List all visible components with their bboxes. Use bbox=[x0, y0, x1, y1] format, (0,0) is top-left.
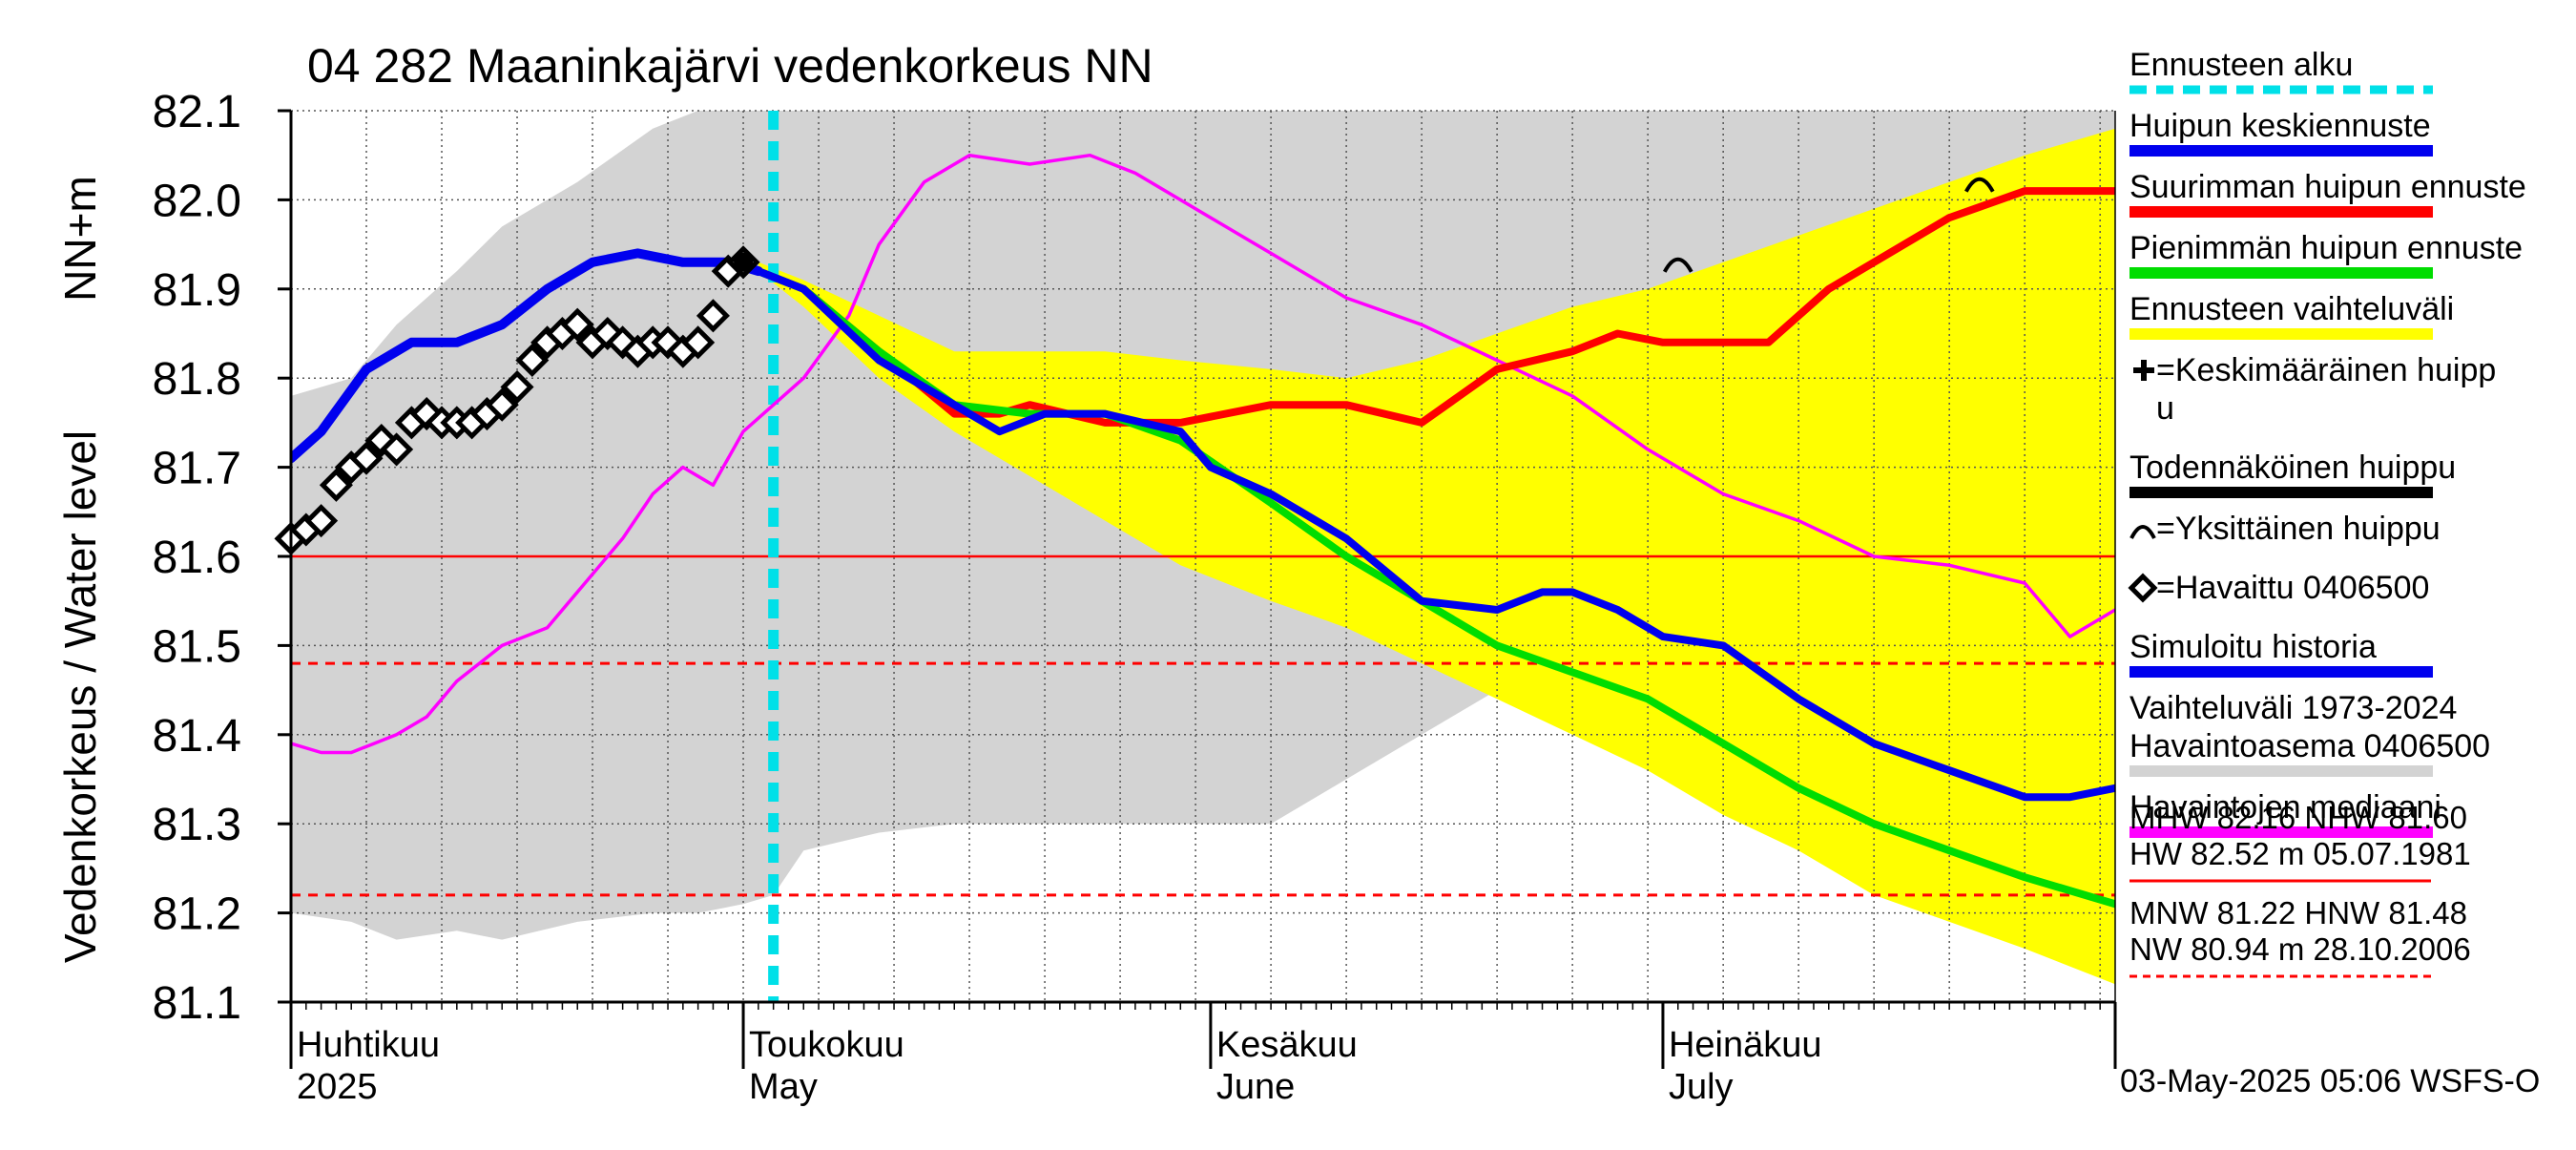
chart-title: 04 282 Maaninkajärvi vedenkorkeus NN bbox=[307, 39, 1153, 93]
legend-label-cont: u bbox=[2156, 390, 2174, 427]
observed-point bbox=[560, 307, 594, 342]
legend-plus-icon bbox=[2133, 360, 2154, 381]
observed-point bbox=[500, 370, 534, 405]
y-tick-label: 81.8 bbox=[153, 354, 241, 405]
series-line-0 bbox=[291, 153, 2115, 755]
y-tick-label: 81.9 bbox=[153, 265, 241, 316]
observed-point bbox=[319, 468, 353, 502]
x-month-label-en: 2025 bbox=[297, 1067, 378, 1107]
observed-point bbox=[409, 397, 444, 431]
legend-label: Ennusteen vaihteluväli bbox=[2129, 291, 2454, 327]
stats-line: NW 80.94 m 28.10.2006 bbox=[2129, 931, 2471, 967]
x-month-label-en: July bbox=[1669, 1067, 1734, 1107]
y-tick-label: 81.5 bbox=[153, 621, 241, 672]
footer-timestamp: 03-May-2025 05:06 WSFS-O bbox=[2120, 1063, 2540, 1099]
observed-point bbox=[515, 343, 550, 378]
legend-label: Vaihteluväli 1973-2024 bbox=[2129, 690, 2457, 726]
legend-label: Suurimman huipun ennuste bbox=[2129, 169, 2526, 205]
legend: Ennusteen alku Huipun keskiennuste Suurimm… bbox=[2128, 47, 2526, 978]
legend-label: Todennäköinen huippu bbox=[2129, 450, 2456, 486]
stats-line: MHW 82.16 NHW 81.60 bbox=[2129, 800, 2467, 835]
stats-line: HW 82.52 m 05.07.1981 bbox=[2129, 836, 2471, 871]
observed-point bbox=[591, 316, 625, 351]
legend-label-cont: Havaintoasema 0406500 bbox=[2129, 728, 2490, 764]
legend-label: Ennusteen alku bbox=[2129, 47, 2353, 83]
legend-label: Huipun keskiennuste bbox=[2129, 108, 2431, 144]
legend-label: =Keskimääräinen huipp bbox=[2156, 352, 2496, 388]
y-tick-label: 81.2 bbox=[153, 889, 241, 940]
observed-point bbox=[304, 504, 339, 538]
stats-line: MNW 81.22 HNW 81.48 bbox=[2129, 895, 2467, 930]
x-month-label-en: May bbox=[749, 1067, 818, 1107]
axes-layer: 82.1 82.0 81.9 81.8 81.7 81.6 81.5 81.4 81.3 81.2… bbox=[153, 87, 2117, 1107]
series-line-4 bbox=[291, 248, 763, 464]
y-tick-label: 81.4 bbox=[153, 711, 241, 762]
series-line-3 bbox=[754, 267, 2115, 802]
legend-label: Havaintojen mediaani bbox=[2129, 789, 2441, 826]
observed-point bbox=[380, 432, 414, 467]
y-tick-label: 81.3 bbox=[153, 800, 241, 850]
legend-diamond-icon bbox=[2128, 573, 2158, 603]
y-tick-label: 81.7 bbox=[153, 444, 241, 494]
single-peak-marker bbox=[1662, 257, 1693, 273]
legend-label: Pienimmän huipun ennuste bbox=[2129, 230, 2523, 266]
legend-label: =Yksittäinen huippu bbox=[2156, 511, 2441, 547]
y-axis-label-inner: NN+m bbox=[55, 176, 105, 302]
y-tick-label: 82.1 bbox=[153, 87, 241, 137]
legend-arc-icon bbox=[2129, 525, 2156, 539]
observed-peak-dot bbox=[734, 252, 754, 272]
legend-label: Simuloitu historia bbox=[2129, 629, 2377, 665]
observed-point bbox=[485, 387, 519, 422]
x-month-label-fi: Huhtikuu bbox=[297, 1025, 440, 1065]
legend-label: =Havaittu 0406500 bbox=[2156, 570, 2429, 606]
reference-lines-layer bbox=[291, 111, 2115, 1002]
observed-point bbox=[681, 325, 716, 360]
y-tick-label: 81.6 bbox=[153, 533, 241, 583]
x-month-label-en: June bbox=[1216, 1067, 1295, 1107]
x-month-label-fi: Kesäkuu bbox=[1216, 1025, 1358, 1065]
observed-point bbox=[364, 424, 399, 458]
y-tick-label: 82.0 bbox=[153, 176, 241, 226]
single-peak-marker bbox=[1964, 177, 1995, 193]
observed-point bbox=[349, 441, 384, 475]
y-axis-label-outer: Vedenkorkeus / Water level bbox=[55, 430, 105, 963]
series-lines-layer bbox=[291, 153, 2115, 909]
markers-layer bbox=[274, 177, 1995, 555]
x-month-label-fi: Toukokuu bbox=[749, 1025, 904, 1065]
observed-point bbox=[696, 299, 730, 333]
x-month-label-fi: Heinäkuu bbox=[1669, 1025, 1822, 1065]
y-tick-label: 81.1 bbox=[153, 978, 241, 1029]
